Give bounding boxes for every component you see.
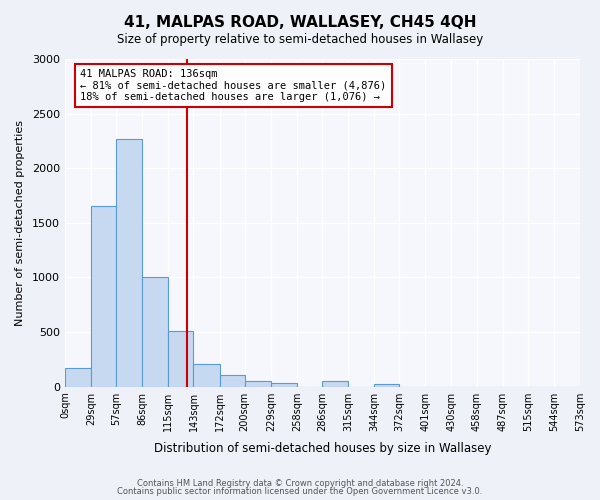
Bar xyxy=(374,384,400,386)
Bar xyxy=(142,278,169,386)
Text: Contains HM Land Registry data © Crown copyright and database right 2024.: Contains HM Land Registry data © Crown c… xyxy=(137,478,463,488)
Text: 41 MALPAS ROAD: 136sqm
← 81% of semi-detached houses are smaller (4,876)
18% of : 41 MALPAS ROAD: 136sqm ← 81% of semi-det… xyxy=(80,69,386,102)
Bar xyxy=(193,364,220,386)
Bar xyxy=(116,138,142,386)
X-axis label: Distribution of semi-detached houses by size in Wallasey: Distribution of semi-detached houses by … xyxy=(154,442,491,455)
Bar xyxy=(322,381,348,386)
Bar xyxy=(271,384,297,386)
Y-axis label: Number of semi-detached properties: Number of semi-detached properties xyxy=(15,120,25,326)
Bar xyxy=(220,374,245,386)
Text: 41, MALPAS ROAD, WALLASEY, CH45 4QH: 41, MALPAS ROAD, WALLASEY, CH45 4QH xyxy=(124,15,476,30)
Bar xyxy=(91,206,116,386)
Bar xyxy=(65,368,91,386)
Bar xyxy=(245,380,271,386)
Text: Size of property relative to semi-detached houses in Wallasey: Size of property relative to semi-detach… xyxy=(117,32,483,46)
Bar xyxy=(169,331,193,386)
Text: Contains public sector information licensed under the Open Government Licence v3: Contains public sector information licen… xyxy=(118,487,482,496)
